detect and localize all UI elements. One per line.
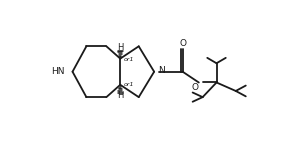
Text: H: H — [117, 91, 123, 100]
Text: or1: or1 — [123, 82, 134, 86]
Text: O: O — [179, 39, 186, 48]
Text: N: N — [158, 66, 165, 75]
Text: or1: or1 — [123, 57, 134, 62]
Text: O: O — [191, 83, 198, 92]
Text: H: H — [117, 43, 123, 52]
Text: HN: HN — [51, 67, 65, 76]
